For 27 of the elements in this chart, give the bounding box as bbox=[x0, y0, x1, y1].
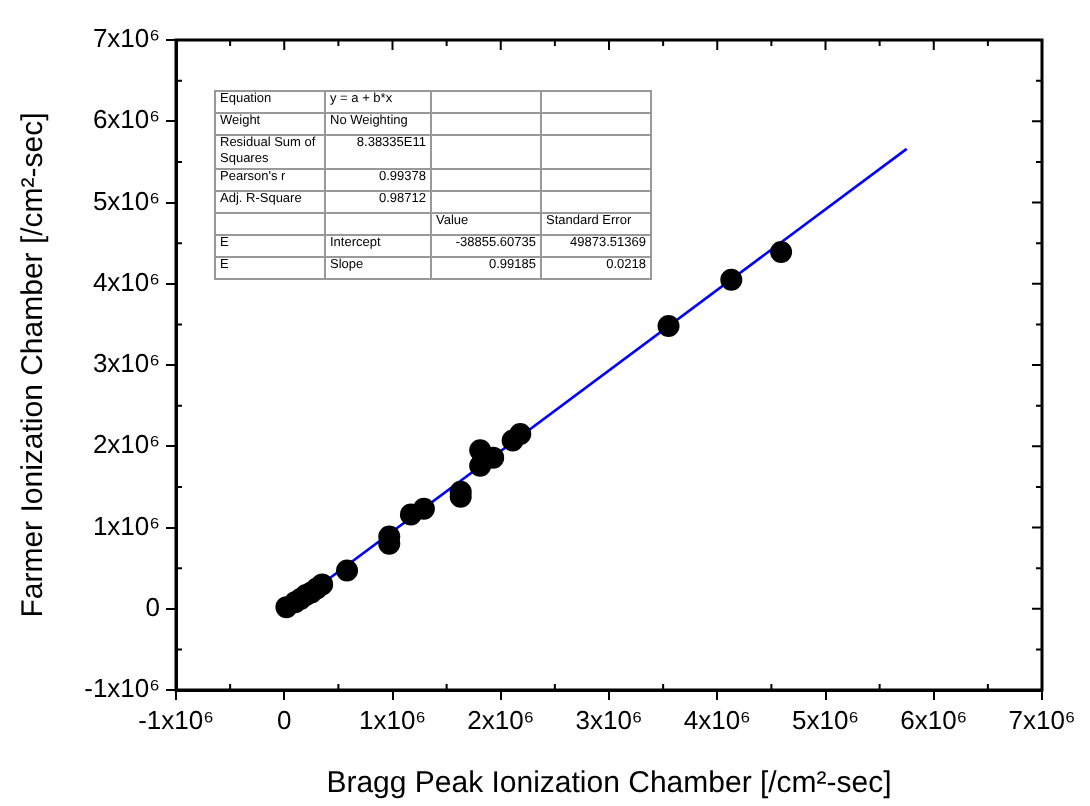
y-tick-label: 3x10⁶ bbox=[92, 348, 160, 379]
x-tick-label: 3x10⁶ bbox=[575, 704, 643, 735]
point bbox=[720, 268, 743, 291]
point bbox=[412, 497, 435, 520]
point bbox=[770, 241, 793, 264]
x-tick-label: 5x10⁶ bbox=[791, 704, 860, 735]
y-tick-label: 2x10⁶ bbox=[92, 429, 160, 460]
y-tick-label: -1x10⁶ bbox=[84, 673, 160, 704]
x-axis-title: Bragg Peak Ionization Chamber [/cm²-sec] bbox=[326, 766, 892, 801]
y-tick-label: 1x10⁶ bbox=[92, 510, 160, 541]
y-axis-title: Farmer Ionization Chamber [/cm²-sec] bbox=[16, 112, 51, 618]
x-tick-label: 0 bbox=[277, 704, 292, 735]
y-tick-label: 4x10⁶ bbox=[92, 266, 160, 297]
point bbox=[509, 423, 532, 446]
x-tick-label: 6x10⁶ bbox=[900, 704, 968, 735]
y-tick-label: 7x10⁶ bbox=[92, 23, 160, 54]
point bbox=[336, 559, 359, 582]
x-tick-label: 2x10⁶ bbox=[467, 704, 535, 735]
y-tick-label: 0 bbox=[145, 591, 160, 622]
y-tick-label: 6x10⁶ bbox=[92, 104, 160, 135]
x-tick-label: 4x10⁶ bbox=[683, 704, 751, 735]
point bbox=[311, 573, 334, 596]
x-tick-label: 1x10⁶ bbox=[358, 704, 427, 735]
y-tick-label: 5x10⁶ bbox=[92, 185, 160, 216]
x-tick-label: -1x10⁶ bbox=[138, 704, 214, 735]
x-tick-label: 7x10⁶ bbox=[1008, 704, 1076, 735]
point bbox=[657, 315, 680, 337]
